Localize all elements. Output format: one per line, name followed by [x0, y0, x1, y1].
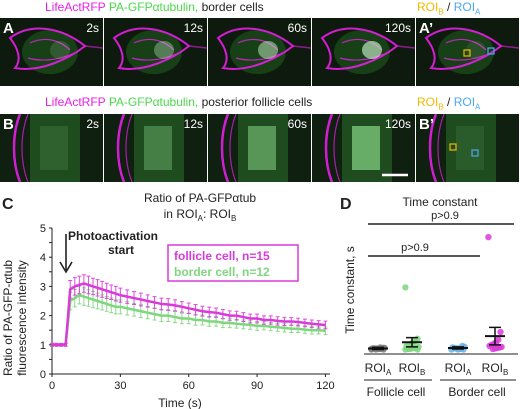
micrograph: [208, 114, 311, 182]
panel-letter: B’: [419, 116, 434, 133]
cells-label: border cells: [201, 0, 264, 14]
photoactivation-label-1: Photoactivation: [68, 229, 158, 243]
p-value-top: p>0.9: [431, 210, 459, 222]
photoactivation-arrow: [59, 234, 73, 274]
error-bar: [323, 320, 328, 330]
xtick-roib-2: ROIB: [482, 361, 509, 377]
data-point: [414, 346, 421, 353]
y-tick-label: 5: [40, 223, 46, 235]
scatter-group-1: [368, 344, 388, 353]
panel-c-letter: C: [2, 196, 14, 213]
series-line: [52, 293, 326, 347]
panel-letter: A’: [419, 20, 434, 37]
sem-bar: [452, 346, 464, 350]
timestamp: 2s: [86, 117, 99, 131]
y-tick-label: 4: [40, 252, 46, 264]
timestamp: 120s: [384, 117, 411, 131]
chart-c-xlabel: Time (s): [158, 396, 202, 409]
panel-letter: B: [3, 116, 14, 133]
micrograph: [104, 18, 207, 86]
group-follicle-label: Follicle cell: [367, 385, 426, 399]
micrograph: [312, 114, 415, 182]
scatter-group-4: [485, 233, 505, 353]
p-value-bottom: p>0.9: [401, 242, 429, 254]
photoactivation-label-2: start: [108, 243, 134, 257]
row-b-roi-label: ROIB / ROIA: [417, 95, 481, 112]
timestamp: 120s: [384, 21, 411, 35]
lifeact-label: LifeActRFP: [45, 0, 106, 14]
series-line: [52, 282, 326, 347]
chart-c-ylabel-2: fluorescence intensity: [15, 260, 29, 375]
data-point: [402, 346, 409, 353]
micrograph: [208, 18, 311, 86]
row_b-image-1: B 2s: [0, 114, 103, 182]
scatter-group-2: [402, 284, 422, 353]
micrograph: [416, 114, 519, 182]
x-tick-label: 60: [183, 380, 195, 392]
y-tick-label: 3: [40, 281, 46, 293]
sem-bar: [372, 346, 384, 351]
row_a-image-5: A’: [416, 18, 519, 86]
row_b-image-2: 12s: [104, 114, 207, 182]
series-follicle-cell: [50, 274, 328, 347]
y-tick-label: 2: [40, 311, 46, 323]
chart-d-title: Time constant: [403, 195, 479, 209]
row_a-image-1: A 2s: [0, 18, 103, 86]
sem-bar: [489, 326, 501, 346]
micrograph: [0, 114, 103, 182]
row_b-image-4: 120s: [312, 114, 415, 182]
x-tick-label: 90: [251, 380, 263, 392]
legend-border: border cell, n=12: [174, 265, 270, 279]
timestamp: 60s: [287, 117, 307, 131]
data-point: [489, 345, 496, 353]
timestamp: 12s: [183, 117, 203, 131]
panel-d-letter: D: [340, 196, 352, 213]
timestamp: 60s: [287, 21, 307, 35]
micrograph: [0, 18, 103, 86]
panel-letter: A: [3, 20, 14, 37]
chart-c-title-2: in ROIA: ROIB: [164, 207, 237, 223]
chart-d-ylabel: Time constant, s: [343, 246, 357, 334]
pa-label: PA-GFPαtubulin,: [108, 0, 199, 14]
micrograph: [416, 18, 519, 86]
xtick-roia-2: ROIA: [445, 361, 472, 377]
row-a-header: LifeActRFP PA-GFPαtubulin, border cells: [45, 0, 264, 14]
micrograph: [104, 114, 207, 182]
timestamp: 2s: [86, 21, 99, 35]
data-point: [485, 233, 492, 241]
timestamp: 12s: [183, 21, 203, 35]
series-border-cell: [50, 285, 328, 347]
scatter-group-3: [448, 342, 468, 353]
y-tick-label: 1: [40, 340, 46, 352]
row-b-header: LifeActRFP PA-GFPαtubulin, posterior fol…: [45, 95, 313, 109]
row-a-roi-label: ROIB / ROIA: [417, 0, 481, 17]
panel-c-chart: Ratio of PA-GFPαtub in ROIA: ROIB Ratio …: [1, 191, 335, 409]
legend-follicle: follicle cell, n=15: [174, 249, 270, 263]
x-tick-label: 120: [316, 380, 334, 392]
sem-bar: [406, 336, 418, 348]
x-tick-label: 0: [49, 380, 55, 392]
row_a-image-2: 12s: [104, 18, 207, 86]
chart-c-ylabel-1: Ratio of PA-GFP-αtub: [1, 260, 15, 376]
row_b-image-3: 60s: [208, 114, 311, 182]
chart-c-legend-box: [167, 244, 299, 282]
row_a-image-3: 60s: [208, 18, 311, 86]
chart-c-title-1: Ratio of PA-GFPαtub: [144, 191, 256, 205]
y-tick-label: 0: [40, 369, 46, 381]
group-border-label: Border cell: [448, 385, 505, 399]
row_a-image-4: 120s: [312, 18, 415, 86]
micrograph: [312, 18, 415, 86]
row_b-image-5: B’: [416, 114, 519, 182]
data-point: [497, 328, 504, 336]
xtick-roib-1: ROIB: [399, 361, 426, 377]
panel-d-chart: Time constant Time constant, s p>0.9 p>0…: [343, 195, 518, 399]
xtick-roia-1: ROIA: [365, 361, 392, 377]
x-tick-label: 30: [114, 380, 126, 392]
data-point: [402, 284, 409, 291]
